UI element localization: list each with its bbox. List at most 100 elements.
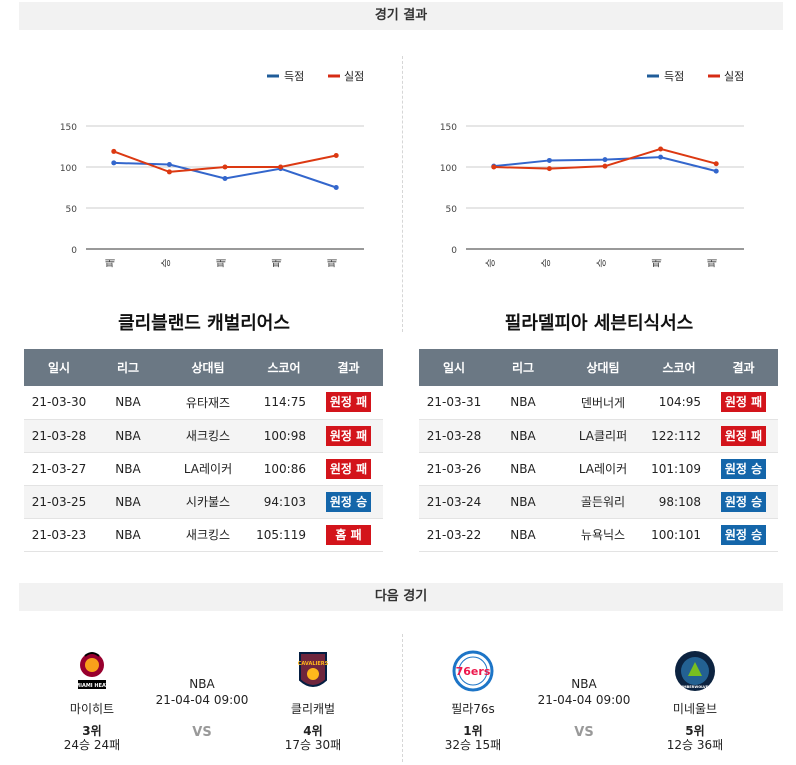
cell-result: 원정 승: [314, 485, 383, 519]
cell-opponent: LA클리퍼: [557, 419, 649, 453]
team-record: 32승 15패: [444, 738, 502, 752]
data-point-conceded: [111, 148, 117, 154]
data-point-conceded: [546, 166, 552, 172]
team-rank: 3위: [82, 724, 102, 738]
team-home[interactable]: MIAMI HEAT 마이히트 3위 24승 24패: [42, 650, 142, 752]
cell-date: 21-03-31: [419, 386, 489, 420]
legend-label-scored: 득점: [284, 70, 304, 83]
match-league: NBA: [571, 677, 597, 691]
data-point-conceded: [602, 163, 608, 169]
results-section-header: 경기 결과: [19, 2, 783, 30]
match-time: 21-04-04 09:00: [537, 693, 631, 707]
table-row: 21-03-28 NBA 새크킹스 100:98 원정 패: [24, 419, 383, 453]
cell-score: 94:103: [254, 485, 314, 519]
x-tick-label: 패: [105, 258, 117, 267]
column-divider: [402, 634, 403, 762]
x-tick-label: 승: [596, 258, 608, 267]
team-home[interactable]: 76ers 필라76s 1위 32승 15패: [423, 650, 523, 752]
cell-score: 100:101: [649, 518, 709, 552]
results-table-left: 일시 리그 상대팀 스코어 결과 21-03-30 NBA 유타재즈 114:75 원정…: [24, 349, 383, 552]
cell-league: NBA: [94, 518, 162, 552]
vs-label: VS: [574, 725, 594, 740]
x-tick-label: 승: [485, 258, 497, 267]
cell-date: 21-03-24: [419, 485, 489, 519]
col-header-result: 결과: [709, 349, 778, 386]
data-point-scored: [166, 162, 172, 168]
team-rank: 5위: [685, 724, 705, 738]
y-tick-label: 0: [71, 246, 77, 256]
cell-date: 21-03-25: [24, 485, 94, 519]
cell-score: 100:86: [254, 452, 314, 486]
x-tick-label: 패: [707, 258, 719, 267]
result-badge: 원정 패: [326, 425, 371, 446]
match-league: NBA: [189, 677, 215, 691]
cell-date: 21-03-28: [419, 419, 489, 453]
cell-score: 105:119: [254, 518, 314, 552]
cell-date: 21-03-23: [24, 518, 94, 552]
table-row: 21-03-27 NBA LA레이커 100:86 원정 패: [24, 452, 383, 486]
line-chart-left: 득점 실점 0 50 100 150 패 승 패 패 패: [60, 70, 364, 268]
cell-opponent: 새크킹스: [162, 419, 254, 453]
x-tick-label: 승: [540, 258, 552, 267]
col-header-opponent: 상대팀: [557, 349, 649, 386]
cell-league: NBA: [489, 419, 557, 453]
cell-result: 원정 패: [709, 419, 778, 453]
cleveland-cavaliers-logo-text: CAVALIERS: [298, 661, 329, 667]
x-tick-label: 승: [160, 258, 172, 267]
table-row: 21-03-28 NBA LA클리퍼 122:112 원정 패: [419, 419, 778, 453]
cell-league: NBA: [489, 485, 557, 519]
legend-label-conceded: 실점: [724, 70, 744, 83]
results-table-right: 일시 리그 상대팀 스코어 결과 21-03-31 NBA 덴버너게 104:95 원정…: [419, 349, 778, 552]
cell-opponent: 새크킹스: [162, 518, 254, 552]
result-badge: 원정 패: [326, 458, 371, 479]
chart-legend: 득점 실점: [267, 70, 364, 83]
match-info: NBA 21-04-04 09:00 VS: [147, 650, 257, 740]
x-tick-label: 패: [216, 258, 228, 267]
cell-score: 122:112: [649, 419, 709, 453]
team-name: 마이히트: [69, 702, 115, 716]
data-point-conceded: [491, 164, 497, 170]
cell-score: 101:109: [649, 452, 709, 486]
table-row: 21-03-22 NBA 뉴욕닉스 100:101 원정 승: [419, 518, 778, 552]
data-point-conceded: [333, 153, 339, 159]
result-badge: 홈 패: [326, 524, 371, 545]
next-games-section-header: 다음 경기: [19, 583, 783, 611]
miami-heat-logo: MIAMI HEAT: [71, 650, 113, 692]
col-header-opponent: 상대팀: [162, 349, 254, 386]
table-row: 21-03-30 NBA 유타재즈 114:75 원정 패: [24, 386, 383, 420]
cell-opponent: 시카불스: [162, 485, 254, 519]
cell-result: 원정 승: [709, 518, 778, 552]
table-row: 21-03-26 NBA LA레이커 101:109 원정 승: [419, 452, 778, 486]
team-name: 필라76s: [451, 702, 495, 716]
cell-date: 21-03-28: [24, 419, 94, 453]
minnesota-timberwolves-logo-text: TIMBERWOLVES: [679, 685, 711, 689]
data-point-scored: [546, 157, 552, 163]
data-point-conceded: [222, 164, 228, 170]
data-point-conceded: [713, 161, 719, 167]
team-away[interactable]: TIMBERWOLVES 미네울브 5위 12승 36패: [645, 650, 745, 752]
result-badge: 원정 패: [721, 392, 766, 413]
team-name: 클리캐벌: [290, 702, 336, 716]
legend-label-conceded: 실점: [344, 70, 364, 83]
philadelphia-76ers-logo: 76ers: [452, 650, 494, 692]
col-header-league: 리그: [94, 349, 162, 386]
data-point-scored: [658, 154, 664, 160]
team-away[interactable]: CAVALIERS 클리캐벌 4위 17승 30패: [263, 650, 363, 752]
cell-date: 21-03-27: [24, 452, 94, 486]
vs-label: VS: [192, 725, 212, 740]
cell-league: NBA: [94, 419, 162, 453]
result-badge: 원정 승: [326, 491, 371, 512]
team-name: 미네울브: [672, 702, 718, 716]
col-header-score: 스코어: [254, 349, 314, 386]
cell-score: 100:98: [254, 419, 314, 453]
cell-date: 21-03-26: [419, 452, 489, 486]
team-title-right: 필라델피아 세븐티식서스: [504, 313, 694, 334]
table-row: 21-03-23 NBA 새크킹스 105:119 홈 패: [24, 518, 383, 552]
data-point-scored: [222, 175, 228, 181]
y-tick-label: 100: [60, 164, 77, 174]
data-point-scored: [713, 168, 719, 174]
result-badge: 원정 승: [721, 524, 766, 545]
table-row: 21-03-24 NBA 골든워리 98:108 원정 승: [419, 485, 778, 519]
team-record: 17승 30패: [284, 738, 342, 752]
col-header-date: 일시: [419, 349, 489, 386]
